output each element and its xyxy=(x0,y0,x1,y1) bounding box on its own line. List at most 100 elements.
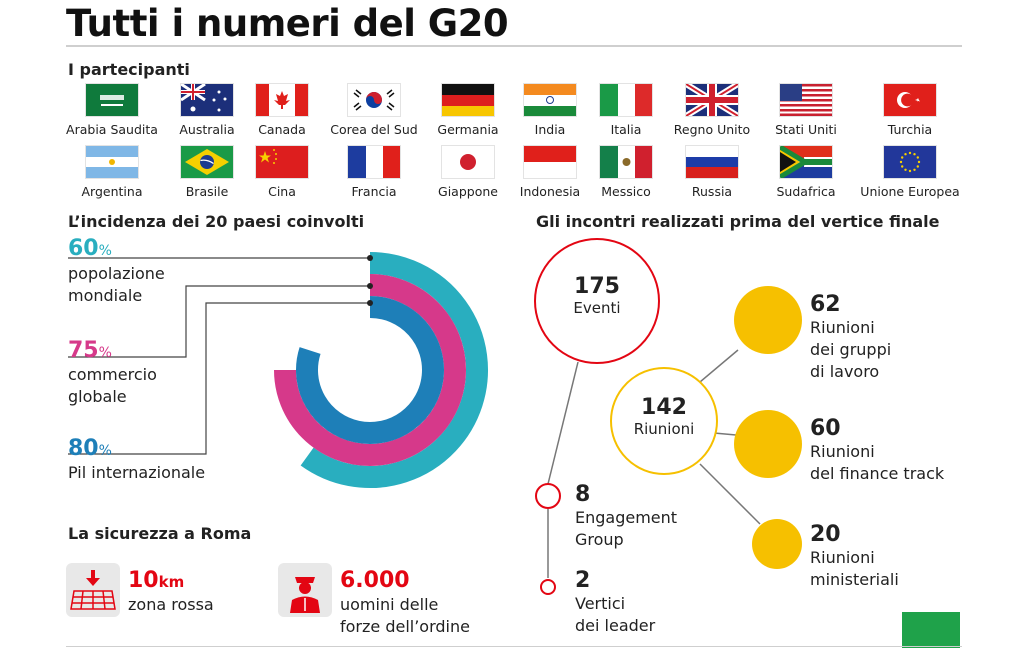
trade-label-line1: commercio xyxy=(68,365,157,384)
flag-mexico xyxy=(600,146,652,178)
red-zone-unit: km xyxy=(158,573,185,591)
leader-line xyxy=(68,285,370,358)
meetings-label: Riunioni xyxy=(633,420,695,438)
population-percent: 60% xyxy=(68,236,112,261)
working-groups-info: 62 Riunioni dei gruppi di lavoro xyxy=(810,292,891,383)
country-label: Turchia xyxy=(887,122,933,137)
country-label: Messico xyxy=(601,184,651,199)
page-title: Tutti i numeri del G20 xyxy=(66,2,509,45)
rings-group xyxy=(68,252,488,488)
connector-line xyxy=(713,432,737,436)
police-label-line1: uomini delle xyxy=(340,595,439,614)
population-value: 60 xyxy=(68,236,99,261)
population-label-line1: popolazione xyxy=(68,264,165,283)
summits-line2: dei leader xyxy=(575,616,656,635)
trade-value: 75 xyxy=(68,338,99,363)
gdp-percent: 80% xyxy=(68,436,112,461)
incidence-ring-1 xyxy=(300,252,488,488)
summits-line1: Vertici xyxy=(575,594,626,613)
country-label: Germania xyxy=(437,122,499,137)
country-label: Sudafrica xyxy=(776,184,836,199)
finance-track-line2: del finance track xyxy=(810,464,945,483)
population-label: popolazione mondiale xyxy=(68,263,165,307)
trade-label-line2: globale xyxy=(68,387,127,406)
events-circle xyxy=(534,238,660,364)
meetings-connectors xyxy=(547,349,761,578)
ministerial-info: 20 Riunioni ministeriali xyxy=(810,522,899,591)
connector-line xyxy=(547,361,579,485)
meetings-value: 142 xyxy=(641,395,687,420)
flag-indonesia xyxy=(524,146,576,178)
events-label: Eventi xyxy=(573,299,621,317)
events-value: 175 xyxy=(574,274,620,299)
participants-heading: I partecipanti xyxy=(68,60,190,79)
flag-japan xyxy=(442,146,494,178)
ministerial-line1: Riunioni xyxy=(810,548,875,567)
gdp-unit: % xyxy=(98,443,112,459)
engagement-line2: Group xyxy=(575,530,624,549)
flag-canada xyxy=(256,84,308,116)
red-zone-value: 10 xyxy=(128,568,159,593)
meetings-text: 142 Riunioni xyxy=(604,395,724,438)
summits-dot xyxy=(540,579,556,595)
security-heading: La sicurezza a Roma xyxy=(68,524,252,543)
leader-dot xyxy=(367,283,373,289)
incidence-ring-3 xyxy=(296,296,444,444)
trade-unit: % xyxy=(98,345,112,361)
engagement-value: 8 xyxy=(575,482,591,507)
country-label: Stati Uniti xyxy=(775,122,837,137)
police-count: 6.000 xyxy=(340,568,410,593)
country-label: Regno Unito xyxy=(673,122,751,137)
finance-track-dot xyxy=(734,410,802,478)
gdp-label: Pil internazionale xyxy=(68,463,206,482)
events-text: 175 Eventi xyxy=(537,274,657,317)
country-label: Argentina xyxy=(81,184,143,199)
working-groups-line3: di lavoro xyxy=(810,362,880,381)
green-corner-block xyxy=(902,612,960,648)
country-label: Italia xyxy=(610,122,642,137)
trade-label: commercio globale xyxy=(68,364,157,408)
finance-track-line1: Riunioni xyxy=(810,442,875,461)
engagement-dot xyxy=(535,483,561,509)
connector-line xyxy=(699,349,739,383)
meetings-heading: Gli incontri realizzati prima del vertic… xyxy=(536,212,940,231)
incidence-heading: L’incidenza dei 20 paesi coinvolti xyxy=(68,212,365,231)
connector-line xyxy=(699,463,761,525)
finance-track-value: 60 xyxy=(810,416,841,441)
country-label: Giappone xyxy=(438,184,498,199)
flag-argentina xyxy=(86,146,138,178)
engagement-line1: Engagement xyxy=(575,508,678,527)
working-groups-line1: Riunioni xyxy=(810,318,875,337)
country-label: Cina xyxy=(268,184,296,199)
country-label: Indonesia xyxy=(519,184,581,199)
police-label: uomini delle forze dell’ordine xyxy=(340,594,470,638)
flag-united-states xyxy=(780,84,832,116)
country-label: Corea del Sud xyxy=(330,122,418,137)
country-label: Australia xyxy=(179,122,235,137)
country-label: Canada xyxy=(258,122,306,137)
red-zone-map-icon xyxy=(66,563,120,617)
flag-australia xyxy=(181,84,233,116)
flag-russia xyxy=(686,146,738,178)
summits-value: 2 xyxy=(575,568,591,593)
gdp-value: 80 xyxy=(68,436,99,461)
trade-percent: 75% xyxy=(68,338,112,363)
flag-turkey xyxy=(884,84,936,116)
working-groups-line2: dei gruppi xyxy=(810,340,892,359)
country-label: Brasile xyxy=(185,184,229,199)
country-label: Russia xyxy=(691,184,733,199)
flag-saudi-arabia xyxy=(86,84,138,116)
incidence-ring-2 xyxy=(274,274,466,466)
country-label: Francia xyxy=(351,184,397,199)
leader-dot xyxy=(367,255,373,261)
population-label-line2: mondiale xyxy=(68,286,143,305)
engagement-info: 8 Engagement Group xyxy=(575,482,677,551)
flag-south-africa xyxy=(780,146,832,178)
flag-italy xyxy=(600,84,652,116)
leader-line xyxy=(68,302,370,455)
flag-united-kingdom xyxy=(686,84,738,116)
finance-track-info: 60 Riunioni del finance track xyxy=(810,416,944,485)
working-groups-value: 62 xyxy=(810,292,841,317)
country-label: Arabia Saudita xyxy=(66,122,158,137)
police-label-line2: forze dell’ordine xyxy=(340,617,470,636)
